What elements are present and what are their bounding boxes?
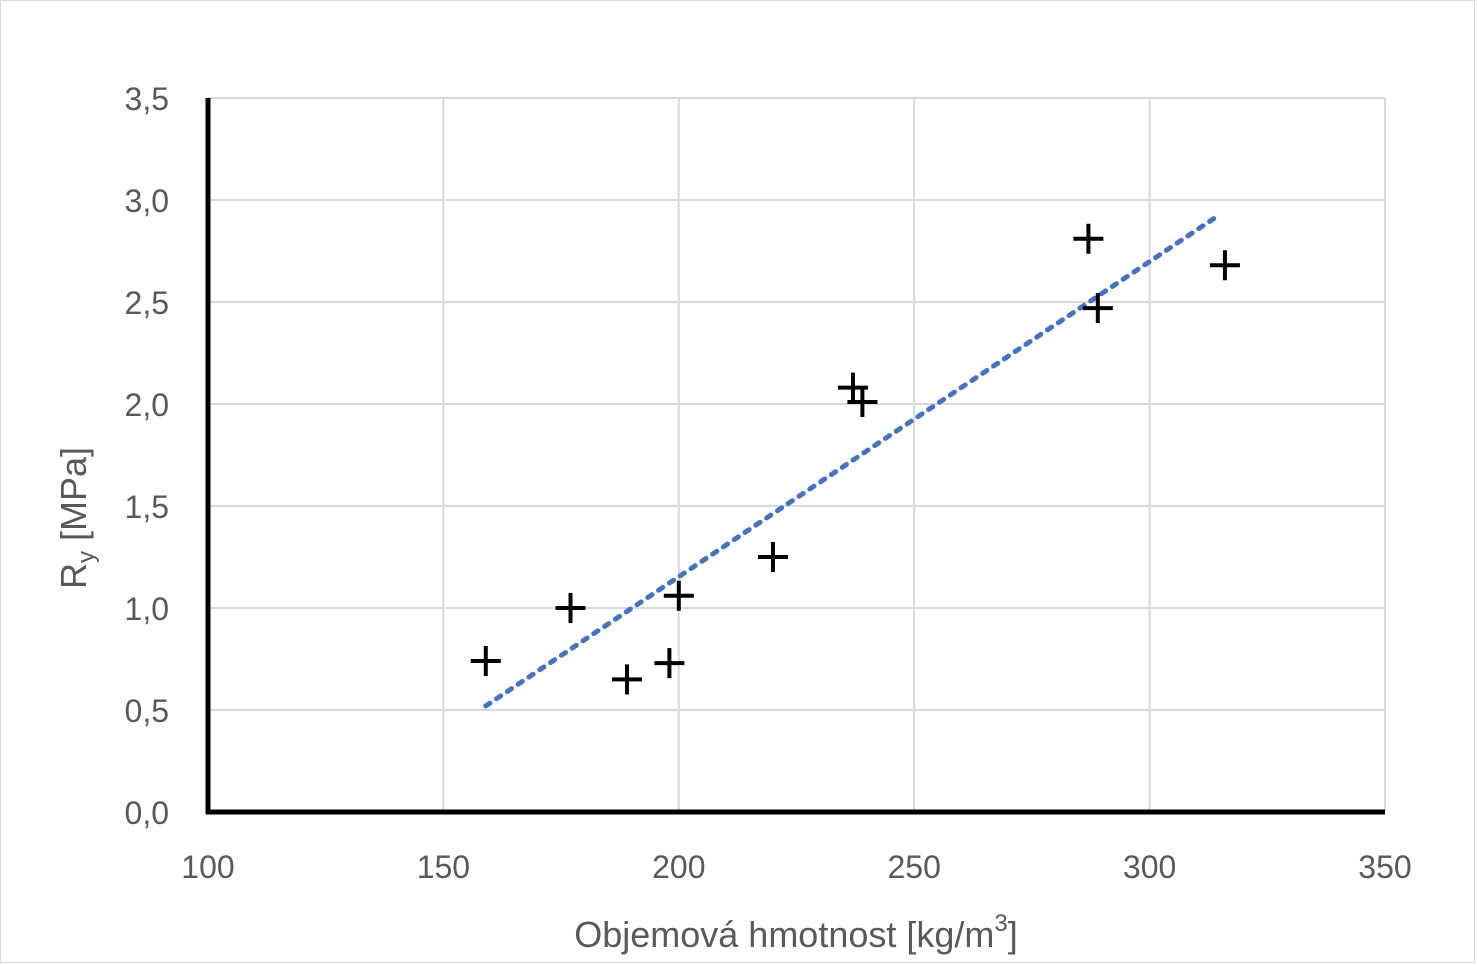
data-point bbox=[1209, 250, 1240, 281]
data-point bbox=[663, 580, 694, 611]
data-point bbox=[654, 648, 685, 679]
y-tick-label: 2,0 bbox=[125, 387, 169, 423]
x-tick-label: 150 bbox=[417, 849, 470, 885]
data-point bbox=[1073, 223, 1104, 254]
data-point bbox=[757, 542, 788, 572]
data-point bbox=[1082, 293, 1113, 324]
x-tick-label: 350 bbox=[1358, 849, 1411, 885]
x-tick-labels: 100 150 200 250 300 350 bbox=[181, 849, 1411, 885]
trendline-layer bbox=[483, 211, 1223, 709]
trendline bbox=[483, 211, 1223, 709]
y-tick-label: 3,0 bbox=[125, 183, 169, 219]
y-axis-title: Ry [MPa] bbox=[53, 447, 100, 589]
data-point bbox=[555, 593, 586, 623]
y-tick-labels: 0,0 0,5 1,0 1,5 2,0 2,5 3,0 3,5 bbox=[125, 81, 169, 831]
y-tick-label: 1,0 bbox=[125, 591, 169, 627]
data-point bbox=[847, 386, 878, 417]
x-tick-label: 200 bbox=[652, 849, 705, 885]
y-tick-label: 3,5 bbox=[125, 81, 169, 117]
y-tick-label: 1,5 bbox=[125, 489, 169, 525]
y-tick-label: 0,0 bbox=[125, 795, 169, 831]
data-point bbox=[470, 646, 501, 677]
y-tick-label: 0,5 bbox=[125, 693, 169, 729]
y-tick-label: 2,5 bbox=[125, 285, 169, 321]
x-tick-label: 300 bbox=[1123, 849, 1176, 885]
x-axis-title: Objemová hmotnost [kg/m3] bbox=[574, 910, 1018, 955]
data-point bbox=[612, 664, 643, 695]
x-tick-label: 250 bbox=[888, 849, 941, 885]
axes bbox=[205, 98, 1385, 815]
data-points bbox=[470, 223, 1240, 695]
x-tick-label: 100 bbox=[181, 849, 234, 885]
grid bbox=[208, 97, 1386, 812]
